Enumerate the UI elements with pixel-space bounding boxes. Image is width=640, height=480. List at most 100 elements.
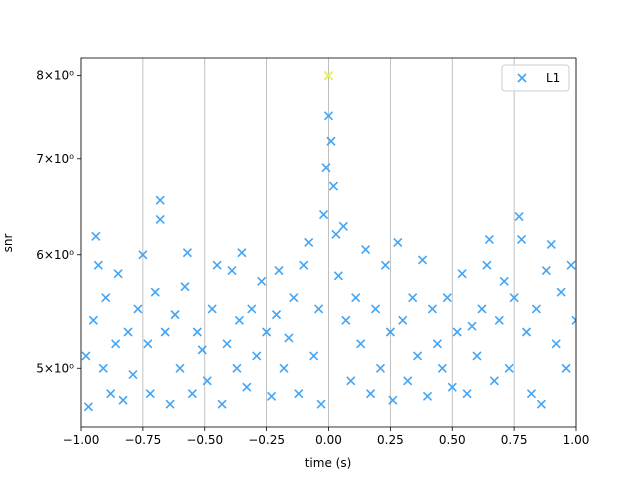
marker [417,255,428,265]
marker [145,389,155,399]
marker [222,339,232,349]
marker [88,315,98,325]
marker [274,265,284,276]
marker [138,250,148,260]
marker [304,237,314,247]
legend-marker [517,73,527,83]
marker [111,339,121,349]
marker [333,271,343,281]
y-tick-label: 8×10⁰ [36,69,74,83]
marker [413,351,423,361]
x-tick-label: −0.50 [186,433,223,447]
y-axis-label: snr [1,234,15,253]
marker [338,221,348,231]
x-axis-label: time (s) [305,456,352,470]
marker [299,260,309,270]
x-tick-label: 0.50 [439,433,466,447]
marker [504,363,514,373]
marker [408,293,418,303]
marker [361,245,371,255]
marker [531,304,541,314]
marker [482,260,492,270]
marker [175,363,185,373]
x-tick-label: 1.00 [563,433,590,447]
marker [316,399,326,409]
marker [170,310,180,320]
x-tick-label: −0.25 [248,433,285,447]
marker [150,287,160,297]
marker [93,260,103,270]
marker [81,351,91,361]
marker [346,376,356,386]
y-tick-label: 7×10⁰ [36,152,74,166]
marker [447,382,457,392]
marker [247,304,257,314]
marker [123,327,133,337]
marker [462,389,472,399]
x-tick-label: −0.75 [124,433,161,447]
marker [212,260,222,270]
marker [180,282,190,292]
marker [556,287,566,297]
marker [279,363,289,373]
marker [309,351,319,361]
marker [237,248,247,258]
marker [91,231,101,241]
x-tick-label: 0.25 [377,433,404,447]
marker [257,276,267,286]
marker [561,363,571,373]
marker [366,389,376,399]
marker [192,327,202,337]
marker [232,363,242,373]
marker [133,304,143,314]
marker [160,327,170,337]
marker [331,229,341,239]
marker [242,382,252,392]
marker [536,399,546,409]
marker [427,304,438,314]
marker [143,339,153,349]
x-tick-label: 0.75 [501,433,528,447]
marker [328,181,339,191]
marker [321,163,331,173]
marker [494,315,504,325]
marker [541,265,551,276]
marker [187,389,197,399]
marker [509,293,519,303]
marker [182,248,192,258]
marker [118,395,128,405]
marker [323,71,334,81]
marker [98,363,108,373]
marker [385,327,395,337]
marker [551,339,561,349]
marker [403,376,413,386]
marker [484,234,494,244]
marker [566,260,576,270]
marker [207,304,217,314]
marker [323,111,334,121]
marker [83,402,93,412]
marker [546,239,556,250]
marker [398,315,408,325]
marker [351,293,361,303]
marker [388,395,398,405]
marker [467,321,477,331]
marker [113,269,123,279]
marker [393,237,403,247]
y-tick-label: 6×10⁰ [36,248,74,262]
marker [314,304,324,314]
marker [252,351,262,361]
marker [442,293,452,303]
marker [197,345,207,355]
marker [356,339,366,349]
x-tick-label: 0.00 [315,433,342,447]
marker [571,315,576,325]
marker [202,376,212,386]
axes-frame [80,57,577,428]
marker [422,391,433,401]
x-tick-label: −1.00 [63,433,100,447]
marker [271,310,282,320]
marker [262,327,272,337]
marker [217,399,227,409]
